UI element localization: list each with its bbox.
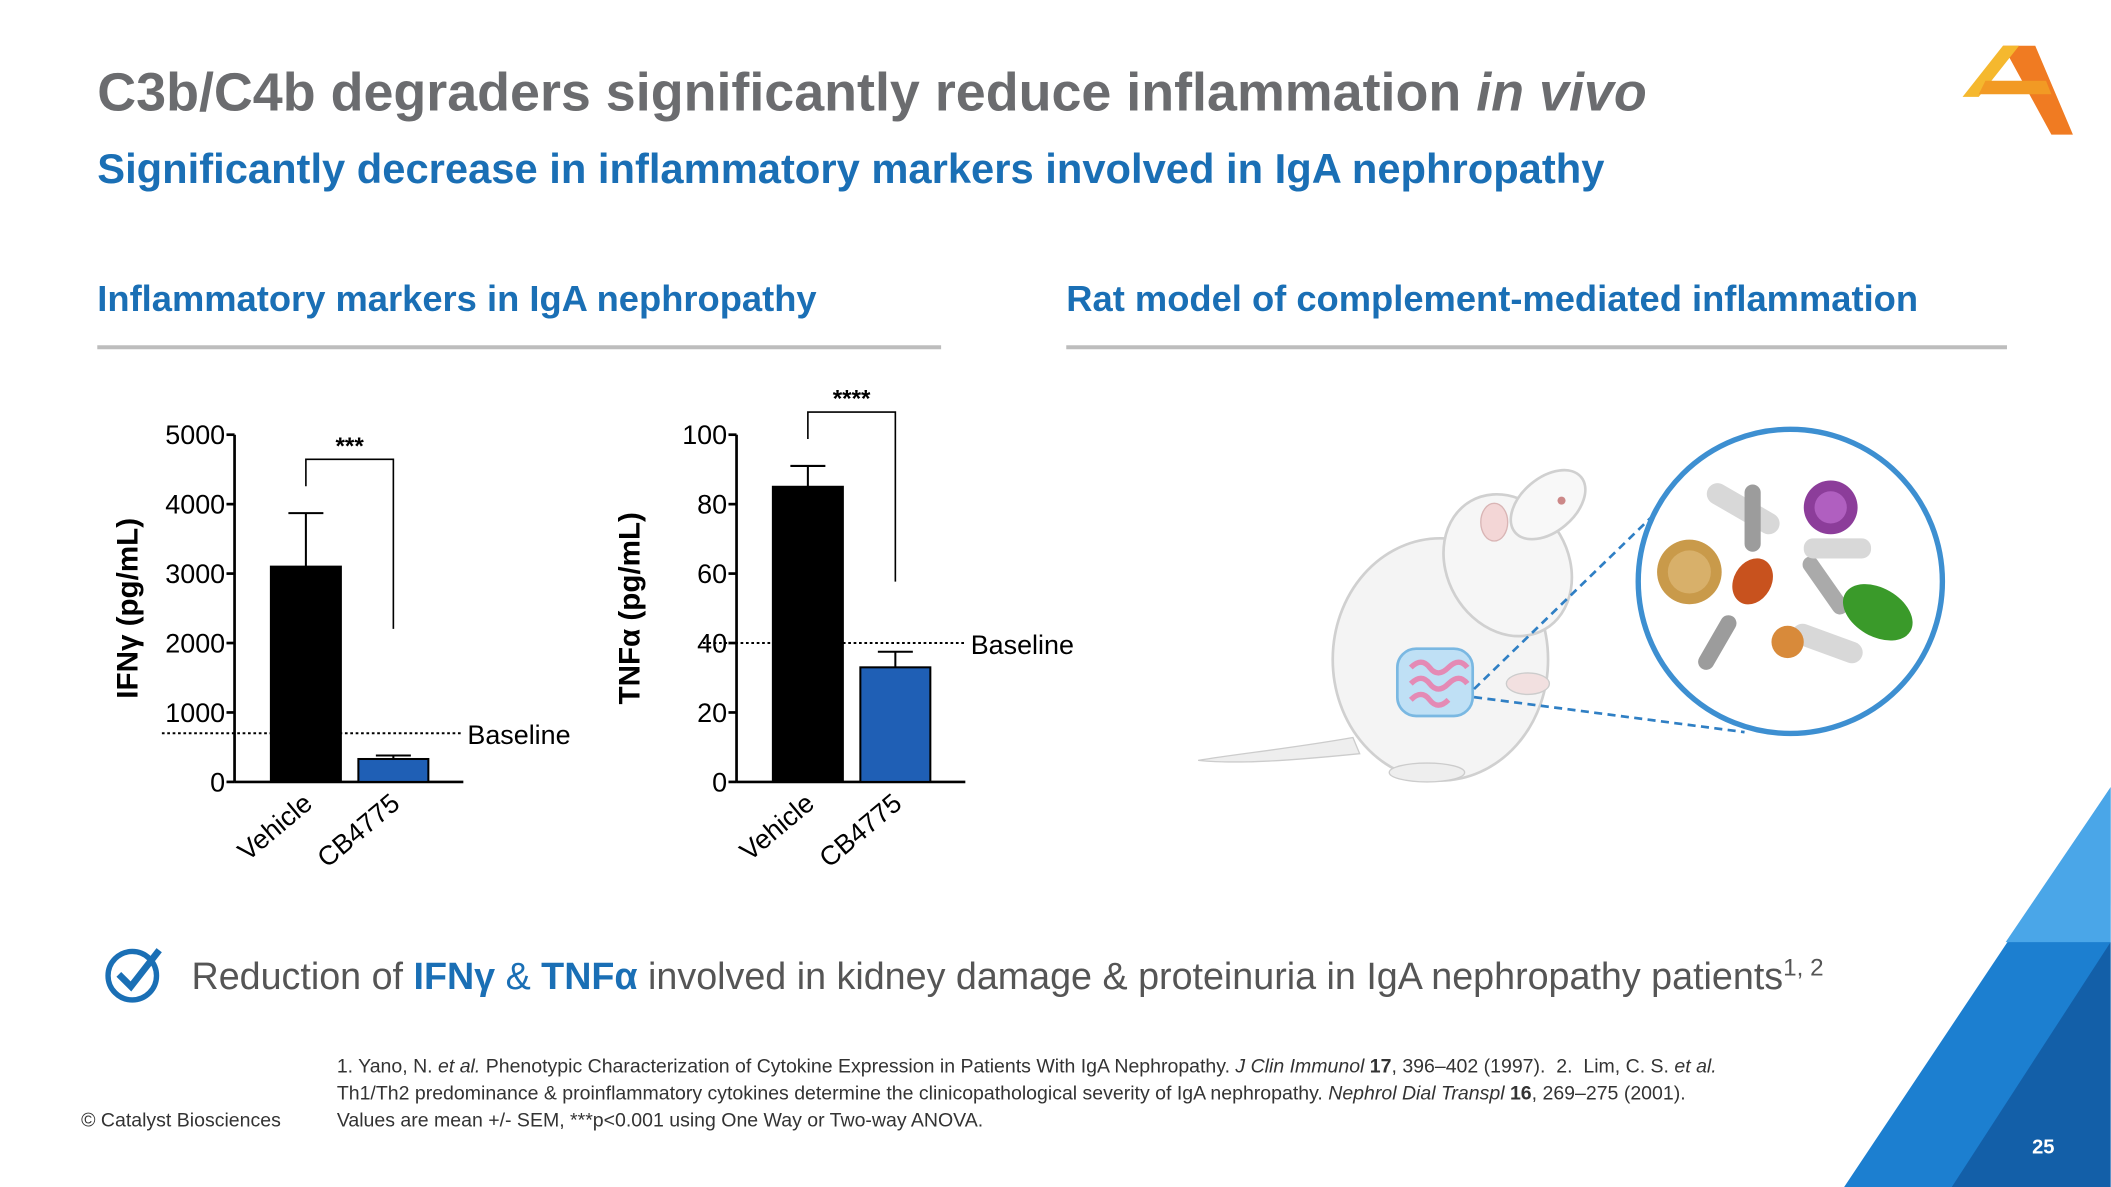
footnote-text: et al. — [438, 1056, 480, 1078]
y-tick-label: 0 — [210, 767, 225, 797]
statement-highlight: TNFα — [541, 955, 637, 997]
copyright: © Catalyst Biosciences — [81, 1109, 281, 1131]
y-tick-label: 20 — [697, 698, 727, 728]
bar — [859, 666, 932, 783]
section-heading: Rat model of complement-mediated inflamm… — [1066, 278, 1918, 319]
footnote-text: J Clin Immunol — [1234, 1056, 1365, 1078]
footnote-text: 17 — [1364, 1056, 1391, 1078]
section-heading: Inflammatory markers in IgA nephropathy — [97, 278, 817, 319]
check-icon — [105, 948, 162, 1003]
y-tick-label: 3000 — [165, 559, 225, 589]
bar — [269, 565, 342, 783]
significance-bracket — [305, 458, 395, 629]
footnote-text: Phenotypic Characterization of Cytokine … — [480, 1056, 1235, 1078]
footnote: 1. Yano, N. et al. Phenotypic Characteri… — [337, 1056, 1717, 1078]
title-text: C3b/C4b degraders significantly reduce i… — [97, 62, 1476, 122]
y-tick-label: 60 — [697, 559, 727, 589]
slide-subtitle: Significantly decrease in inflammatory m… — [97, 145, 1604, 192]
y-axis-label: TNFα (pg/mL) — [614, 512, 647, 704]
error-bar — [790, 464, 826, 487]
y-tick-label: 2000 — [165, 628, 225, 658]
footnote-text: 16 — [1505, 1083, 1532, 1105]
significance-label: *** — [335, 433, 364, 460]
corner-shape — [2005, 787, 2111, 943]
y-tick-label: 100 — [682, 420, 727, 450]
footnote-text: Nephrol Dial Transpl — [1328, 1083, 1505, 1105]
y-tick-label: 1000 — [165, 698, 225, 728]
footnote: Th1/Th2 predominance & proinflammatory c… — [337, 1083, 1686, 1105]
y-tick-label: 4000 — [165, 490, 225, 520]
slide-title: C3b/C4b degraders significantly reduce i… — [97, 62, 1646, 122]
y-axis-label: IFNγ (pg/mL) — [112, 518, 145, 699]
footnote-text: , 269–275 (2001). — [1532, 1083, 1686, 1105]
rat-illustration — [1198, 426, 1946, 783]
error-bar — [375, 754, 411, 759]
y-tick-label: 80 — [697, 490, 727, 520]
footnote-text: , 396–402 (1997). 2. Lim, C. S. — [1391, 1056, 1674, 1078]
footnote-text: et al. — [1674, 1056, 1716, 1078]
statement-superscript: 1, 2 — [1783, 955, 1823, 982]
page-number: 25 — [2032, 1136, 2054, 1158]
y-tick-label: 5000 — [165, 420, 225, 450]
footnote-text: Th1/Th2 predominance & proinflammatory c… — [337, 1083, 1328, 1105]
statement-text: Reduction of — [191, 955, 413, 997]
bar — [771, 485, 844, 783]
significance-label: **** — [833, 386, 871, 413]
statement-highlight: IFNγ — [413, 955, 495, 997]
corner-shape — [1951, 942, 2111, 1187]
significance-bracket — [807, 411, 897, 582]
statement: Reduction of IFNγ & TNFα involved in kid… — [191, 955, 1823, 997]
y-tick-label: 0 — [712, 767, 727, 797]
error-bar — [288, 512, 324, 567]
footnote-text: 1. Yano, N. — [337, 1056, 438, 1078]
error-bar — [877, 650, 913, 668]
title-italic: in vivo — [1476, 62, 1647, 122]
baseline-label: Baseline — [971, 630, 1074, 660]
footnote: Values are mean +/- SEM, ***p<0.001 usin… — [337, 1109, 983, 1131]
statement-text: involved in kidney damage & proteinuria … — [638, 955, 1784, 997]
baseline-label: Baseline — [467, 720, 570, 750]
bar — [357, 757, 430, 783]
logo — [1962, 45, 2073, 135]
y-tick-label: 40 — [697, 628, 727, 658]
statement-text: & — [495, 955, 541, 997]
